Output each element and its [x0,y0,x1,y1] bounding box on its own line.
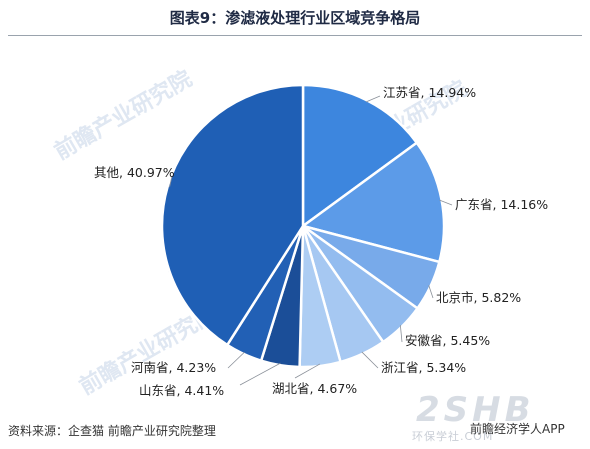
leader-line-2 [439,199,453,206]
slice-label-5: 浙江省, 5.34% [381,360,466,375]
chart-title: 图表9：渗滤液处理行业区域竞争格局 [169,9,421,27]
leader-line-5 [361,351,379,369]
slice-label-8: 河南省, 4.23% [131,360,216,375]
leader-line-4 [399,325,403,343]
pie-slice-9 [160,83,305,347]
data-labels: 江苏省, 14.94% 广东省, 14.16% 北京市, 5.82% 安徽省, 5.4… [94,85,548,398]
slice-label-3: 北京市, 5.82% [436,290,521,305]
leader-line-7 [239,362,281,386]
pie-slice-1 [301,83,419,228]
slice-label-2: 广东省, 14.16% [455,197,548,212]
pie-slices [160,83,446,369]
brand-subtext: 环保学社.COM [412,430,494,443]
leader-line-3 [428,285,434,299]
slice-label-4: 安徽省, 5.45% [405,333,490,348]
leader-line-6 [294,363,321,379]
slice-label-1: 江苏省, 14.94% [383,85,476,100]
slice-label-9: 其他, 40.97% [94,165,175,180]
source-note: 资料来源：企查猫 前瞻产业研究院整理 [8,424,216,438]
pie-slice-2 [301,141,446,264]
leader-lines [169,95,453,386]
leader-line-9 [169,175,173,188]
leader-line-1 [365,95,381,103]
title-divider [8,35,582,36]
leader-line-8 [227,351,245,369]
brand-logo: 2SHB [416,391,535,427]
brand-logo-text: 2SHB [416,391,535,427]
slice-label-6: 湖北省, 4.67% [272,381,357,396]
slice-label-7: 山东省, 4.41% [139,383,224,398]
watermark-text: 前瞻产业研究院 [50,66,196,166]
brand-name: 前瞻经济学人APP [470,422,565,436]
